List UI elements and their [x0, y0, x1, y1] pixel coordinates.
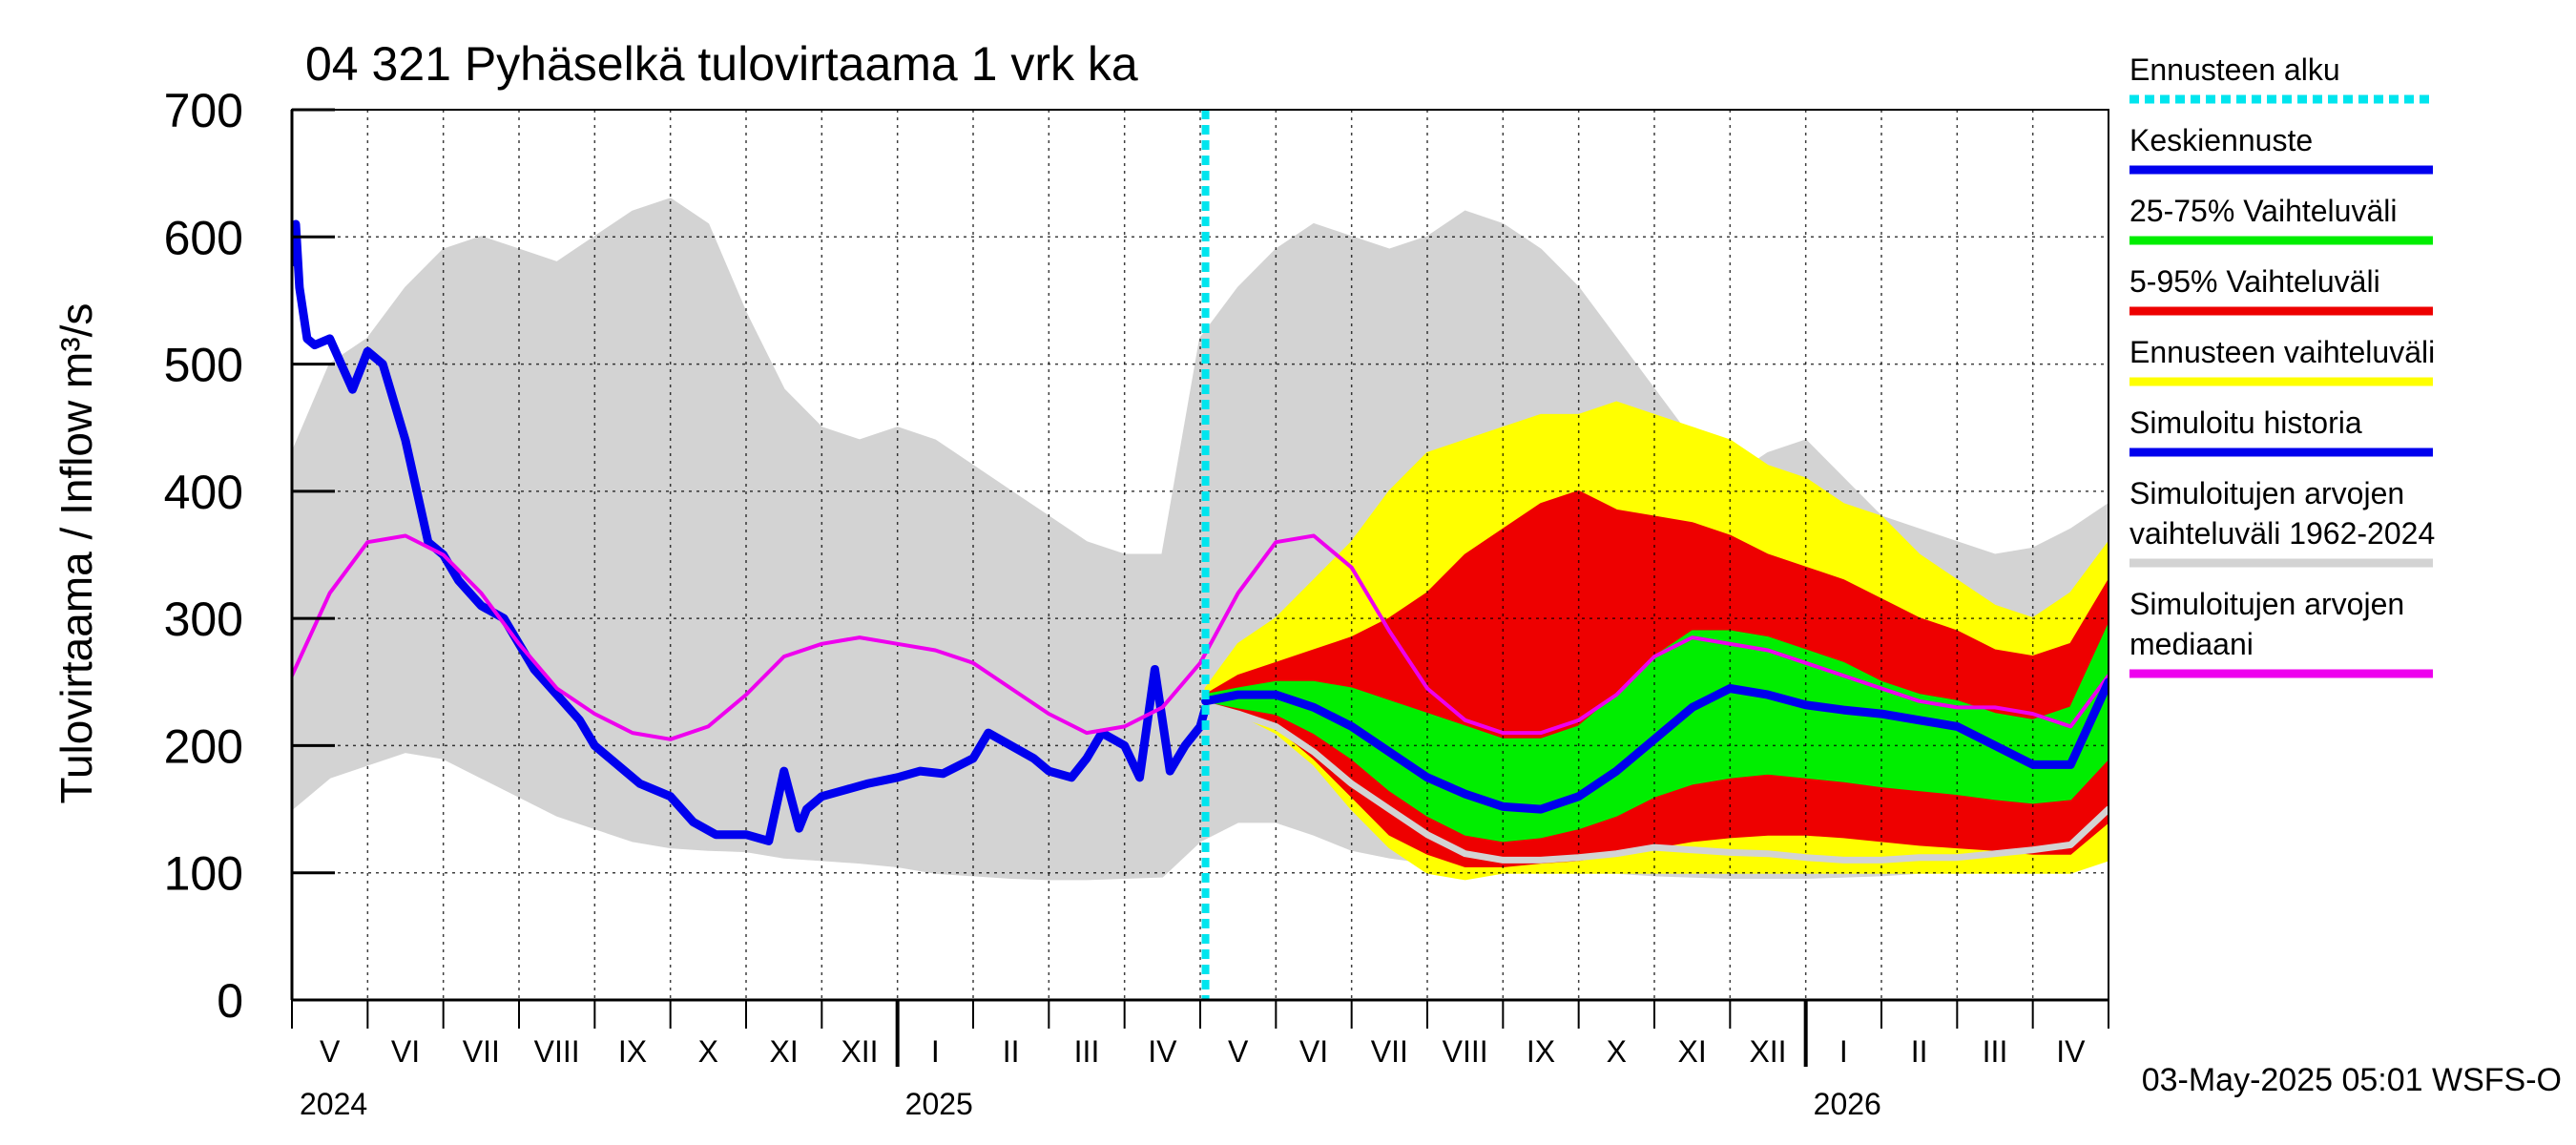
x-tick-label-month: XI: [770, 1034, 799, 1069]
y-tick-label: 0: [217, 974, 243, 1028]
x-tick-label-month: XII: [841, 1034, 878, 1069]
legend-entry-25-75-vaihteluv-li: 25-75% Vaihteluväli: [2129, 194, 2433, 245]
legend-entry-simuloitu-historia: Simuloitu historia: [2129, 406, 2433, 457]
y-tick-label: 100: [164, 847, 243, 901]
x-tick-label-month: V: [1228, 1034, 1249, 1069]
x-tick-label-month: IX: [618, 1034, 647, 1069]
chart-title: 04 321 Pyhäselkä tulovirtaama 1 vrk ka: [305, 37, 1138, 91]
x-tick-label-month: VI: [1299, 1034, 1328, 1069]
series-line-simuloitu-historia-vertailuvuosi: [1202, 701, 2109, 864]
legend-entry-ennusteen-vaihteluv-li: Ennusteen vaihteluväli: [2129, 335, 2435, 386]
x-tick-label-month: III: [1983, 1034, 2008, 1069]
legend-label: 5-95% Vaihteluväli: [2129, 264, 2380, 299]
y-tick-label: 200: [164, 719, 243, 773]
x-tick-label-month: VIII: [1443, 1034, 1488, 1069]
x-tick-label-month: III: [1074, 1034, 1100, 1069]
x-tick-label-month: II: [1911, 1034, 1928, 1069]
x-tick-label-month: IV: [1148, 1034, 1177, 1069]
legend-label: 25-75% Vaihteluväli: [2129, 194, 2397, 228]
x-tick-label-month: IX: [1527, 1034, 1555, 1069]
legend-entry-simuloitujen-arvojen-vaihteluv-li-1962-2024: Simuloitujen arvojen vaihteluväli 1962-20…: [2129, 476, 2435, 568]
legend-entry-simuloitujen-arvojen-mediaani: Simuloitujen arvojen mediaani: [2129, 587, 2433, 678]
x-tick-label-month: X: [1607, 1034, 1627, 1069]
x-tick-label-year: 2026: [1814, 1087, 1881, 1121]
series-line-simuloitujen-arvojen-mediaani: [292, 533, 2109, 741]
legend-label: Ennusteen vaihteluväli: [2129, 335, 2435, 369]
x-tick-label-year: 2024: [300, 1087, 367, 1121]
x-tick-label-month: IV: [2056, 1034, 2086, 1069]
legend-label: Ennusteen alku: [2129, 52, 2340, 87]
legend-label: vaihteluväli 1962-2024: [2129, 516, 2435, 551]
legend-label: mediaani: [2129, 627, 2254, 661]
legend-entry-ennusteen-alku: Ennusteen alku: [2129, 52, 2433, 104]
x-tick-label-year: 2025: [905, 1087, 973, 1121]
x-tick-label-month: VIII: [534, 1034, 580, 1069]
x-tick-label-month: VII: [463, 1034, 500, 1069]
x-tick-label-month: VI: [391, 1034, 420, 1069]
x-tick-label-month: XII: [1749, 1034, 1786, 1069]
x-tick-label-month: II: [1003, 1034, 1020, 1069]
legend-entry-keskiennuste: Keskiennuste: [2129, 123, 2433, 175]
y-axis-label: Tulovirtaama / Inflow m³/s: [52, 303, 101, 804]
legend-label: Keskiennuste: [2129, 123, 2313, 157]
series-line-keskiennuste: [1201, 677, 2109, 814]
x-tick-label-month: X: [698, 1034, 718, 1069]
legend-label: Simuloitu historia: [2129, 406, 2362, 440]
legend-label: Simuloitujen arvojen: [2129, 476, 2404, 510]
y-tick-label: 600: [164, 211, 243, 264]
x-tick-label-month: V: [320, 1034, 341, 1069]
x-tick-label-month: VII: [1371, 1034, 1408, 1069]
x-tick-label-month: I: [1839, 1034, 1848, 1069]
axes-layer: [290, 108, 2109, 1067]
legend: Ennusteen alku Keskiennuste 25-75% Vaihtel…: [2129, 52, 2435, 678]
series-line-simuloitu-historia: [292, 219, 1211, 845]
line-layer: [292, 110, 2109, 1000]
y-tick-label: 700: [164, 84, 243, 137]
x-tick-label-month: XI: [1678, 1034, 1707, 1069]
x-tick-label-month: I: [931, 1034, 940, 1069]
legend-entry-5-95-vaihteluv-li: 5-95% Vaihteluväli: [2129, 264, 2433, 316]
y-tick-label: 500: [164, 339, 243, 392]
y-tick-label: 400: [164, 466, 243, 519]
footer-timestamp: 03-May-2025 05:01 WSFS-O: [2142, 1062, 2562, 1098]
y-tick-label: 300: [164, 593, 243, 646]
legend-label: Simuloitujen arvojen: [2129, 587, 2404, 621]
